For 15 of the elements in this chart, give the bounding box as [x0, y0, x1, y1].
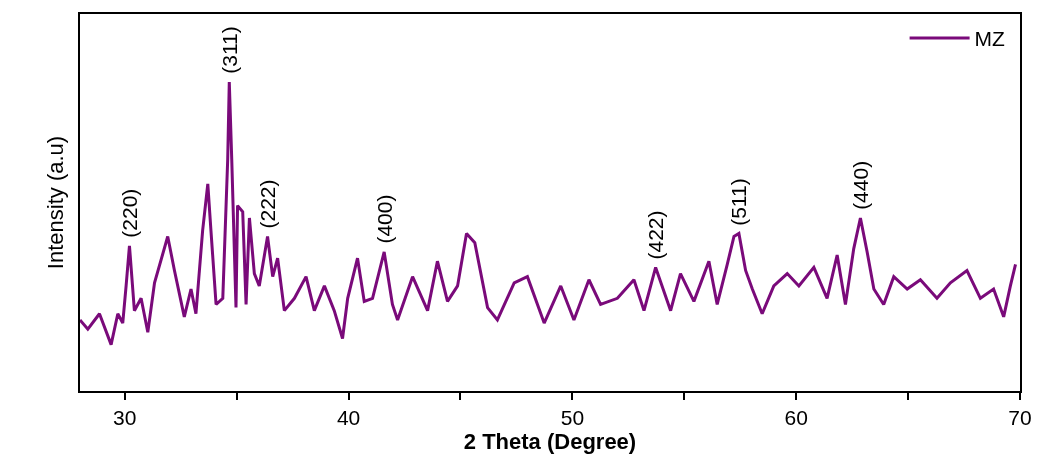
annotation: (440)	[848, 160, 872, 210]
x-axis-title: 2 Theta (Degree)	[463, 429, 637, 455]
x-tick-label: 60	[784, 406, 808, 430]
annotation: (422)	[643, 210, 667, 260]
x-tick-label: 40	[336, 406, 361, 430]
annotation: (511)	[727, 178, 750, 226]
annotation: (220)	[118, 188, 142, 238]
x-tick-label: 30	[113, 406, 137, 430]
x-tick-label: 50	[560, 406, 585, 430]
annotation: (222)	[255, 179, 279, 229]
annotation: (400)	[372, 194, 396, 244]
y-axis-title: Intensity (a.u)	[43, 135, 69, 270]
legend-label: MZ	[974, 27, 1006, 51]
x-tick-label: 70	[1008, 406, 1032, 430]
annotation: (311)	[217, 26, 241, 74]
